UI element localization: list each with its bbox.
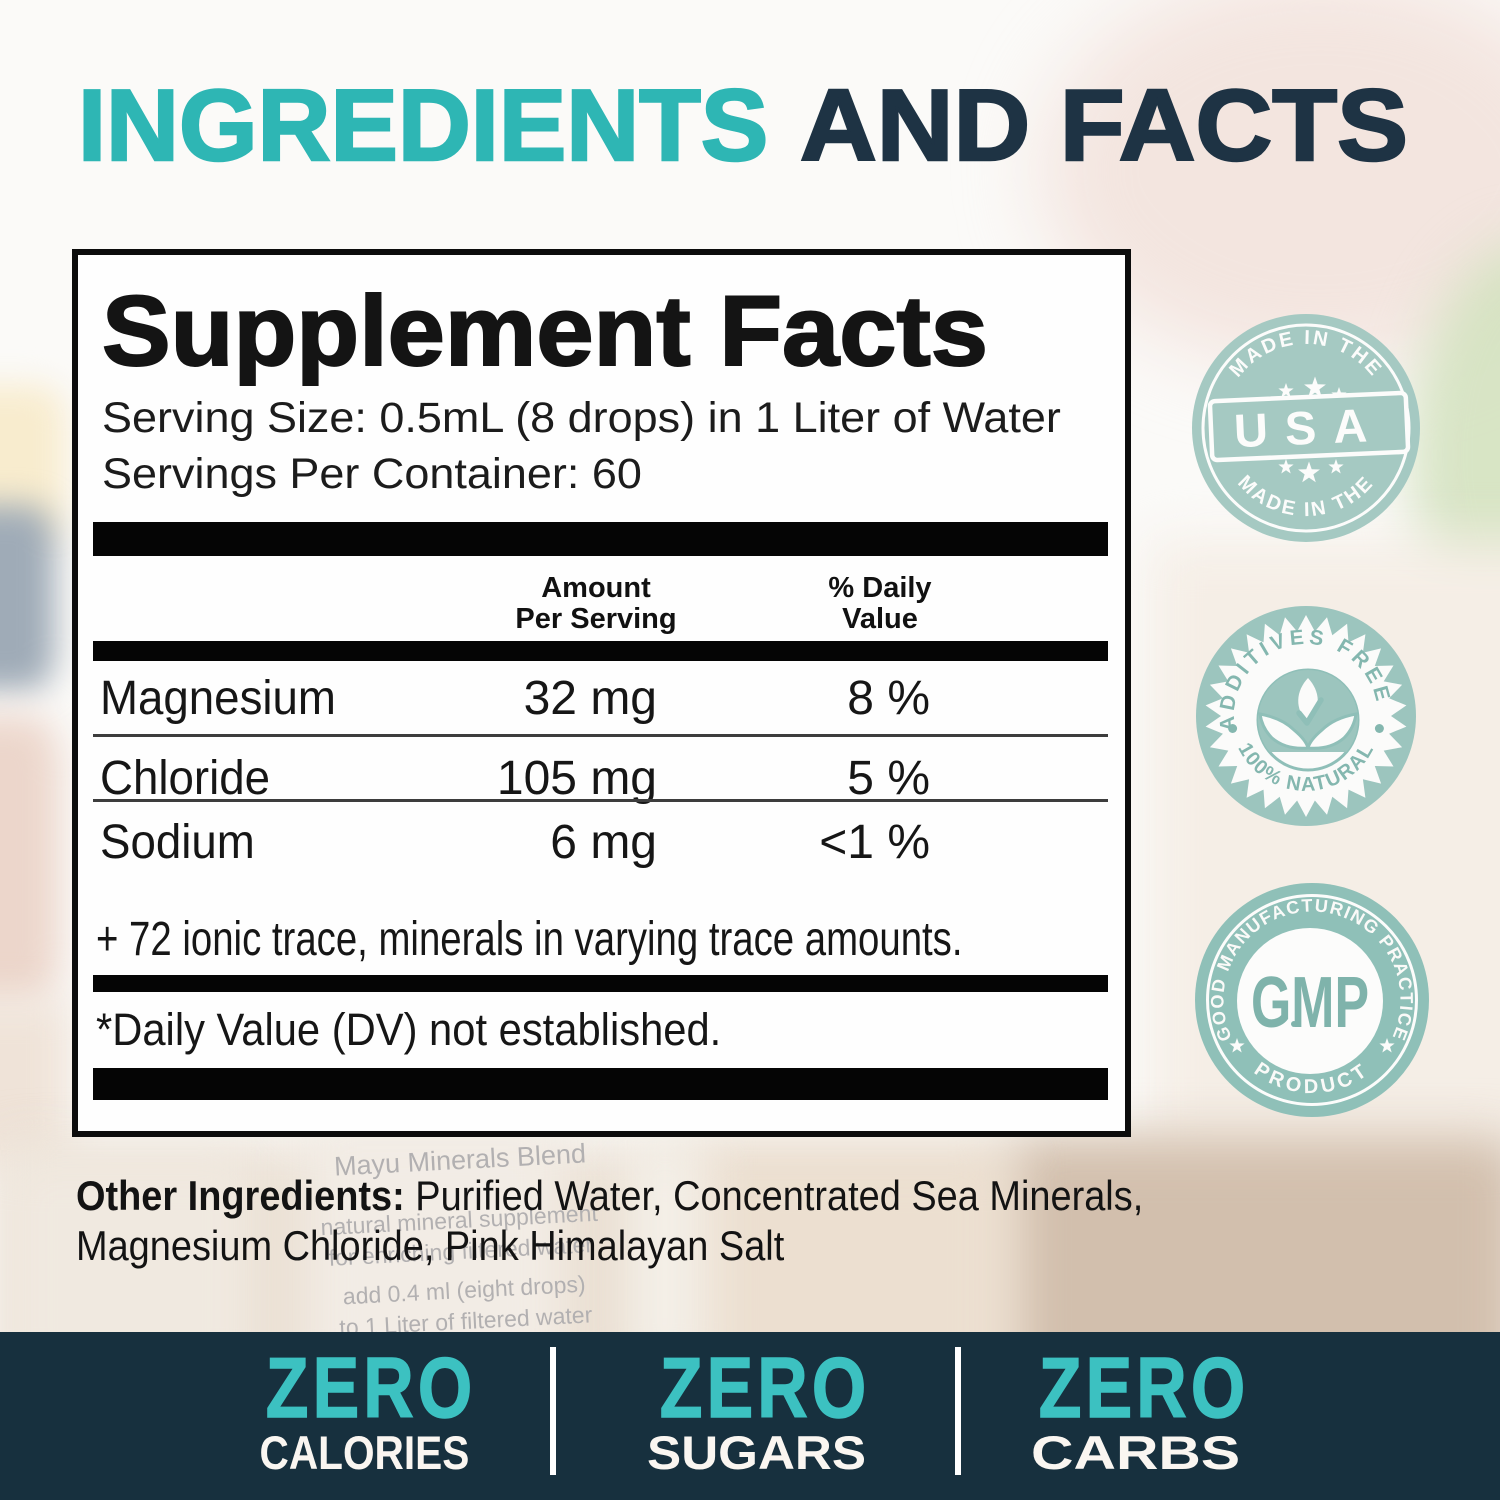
svg-text:GMP: GMP bbox=[1251, 963, 1369, 1043]
svg-text:USA: USA bbox=[1233, 398, 1385, 458]
